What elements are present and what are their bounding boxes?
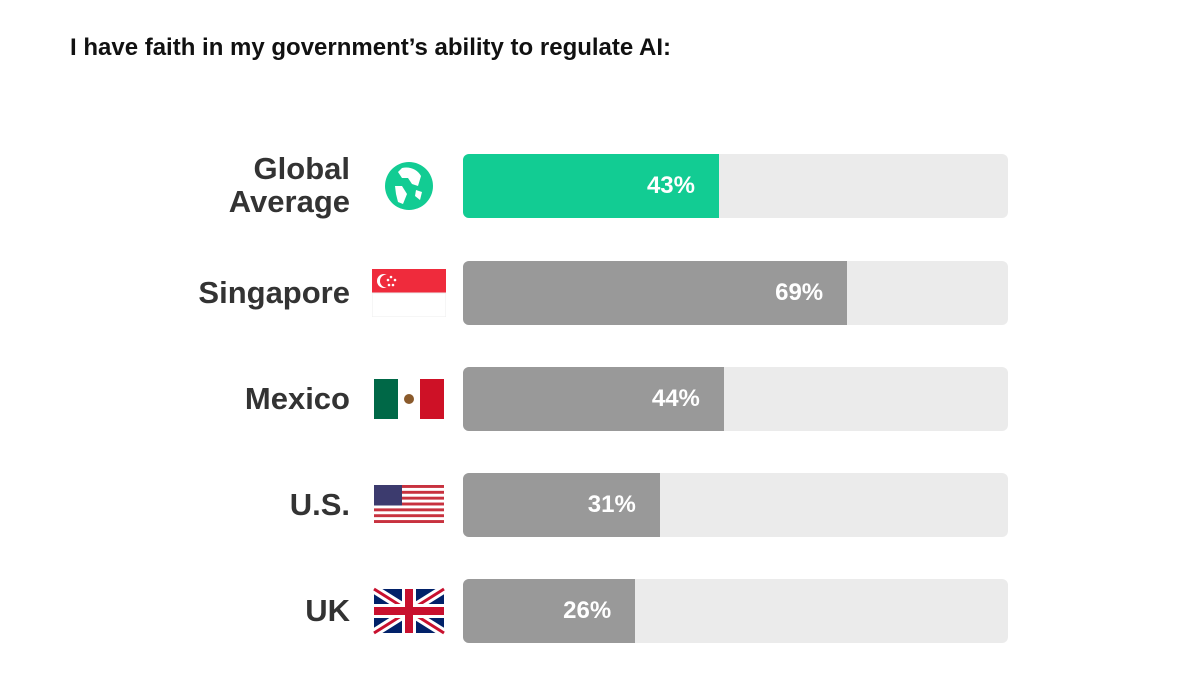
category-label: UK: [305, 592, 350, 628]
bar: [463, 261, 848, 325]
value-label: 26%: [563, 597, 612, 624]
bar-track: 26%: [463, 579, 1008, 643]
bar: [463, 154, 719, 218]
value-label: 44%: [651, 385, 700, 412]
mexico-flag-icon: [372, 375, 446, 423]
bar-row: Global Average 43%: [0, 151, 1200, 219]
bar-track: 43%: [463, 154, 1008, 218]
bar-row: Mexico 44%: [0, 367, 1200, 431]
bar-row: U.S. 31%: [0, 473, 1200, 537]
value-label: 31%: [587, 491, 636, 518]
chart-title: I have faith in my government’s ability …: [70, 34, 672, 61]
category-label: Singapore: [198, 274, 350, 310]
value-label: 69%: [775, 279, 824, 306]
bar-row: Singapore 69%: [0, 261, 1200, 325]
category-label: Global Average: [228, 151, 350, 219]
globe-icon: [372, 162, 446, 210]
bar: [463, 473, 660, 537]
bar-track: 31%: [463, 473, 1008, 537]
value-label: 43%: [646, 172, 695, 199]
bar-track: 69%: [463, 261, 1008, 325]
bar: [463, 367, 724, 431]
singapore-flag-icon: [371, 269, 447, 318]
category-label: Mexico: [244, 380, 350, 416]
bar-track: 44%: [463, 367, 1008, 431]
bar: [463, 579, 636, 643]
us-flag-icon: [372, 481, 446, 529]
uk-flag-icon: [371, 585, 447, 637]
category-label: U.S.: [289, 486, 350, 522]
bar-row: UK 26%: [0, 579, 1200, 643]
